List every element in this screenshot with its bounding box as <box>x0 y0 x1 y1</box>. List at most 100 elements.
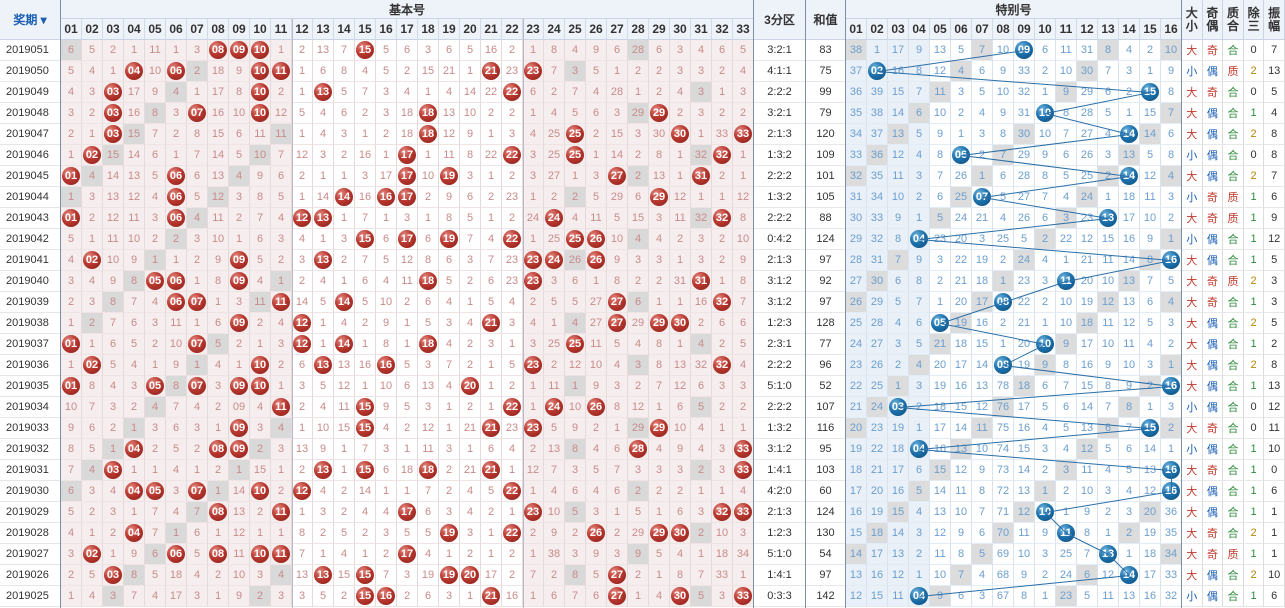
basic-miss-cell: 1 <box>481 124 502 145</box>
special-miss-cell: 5 <box>930 208 951 229</box>
special-miss-cell: 34 <box>1161 544 1182 565</box>
basic-miss-cell: 9 <box>124 250 145 271</box>
special-miss-cell: 13 <box>930 40 951 61</box>
red-ball-icon: 09 <box>230 272 248 290</box>
special-miss-cell: 9 <box>1035 523 1056 544</box>
red-ball-icon: 06 <box>167 62 185 80</box>
red-ball-icon: 18 <box>419 272 437 290</box>
special-miss-cell: 24 <box>1014 250 1035 271</box>
basic-hit-cell: 26 <box>586 523 607 544</box>
basic-miss-cell: 8 <box>607 271 628 292</box>
basic-miss-cell: 11 <box>145 40 166 61</box>
basic-miss-cell: 14 <box>292 292 313 313</box>
special-miss-cell: 10 <box>993 82 1014 103</box>
special-miss-cell: 1 <box>909 418 930 439</box>
basic-miss-cell: 6 <box>460 187 481 208</box>
red-ball-icon: 03 <box>104 461 122 479</box>
basic-miss-cell: 9 <box>145 82 166 103</box>
basic-number-header: 基本号 <box>61 0 754 19</box>
basic-miss-cell: 6 <box>271 166 292 187</box>
basic-miss-cell: 9 <box>628 544 649 565</box>
basic-miss-cell: 6 <box>607 481 628 502</box>
sum-cell: 105 <box>806 187 846 208</box>
basic-miss-cell: 7 <box>523 565 544 586</box>
odd-cell: 偶 <box>1202 61 1224 82</box>
blue-ball-icon: 06 <box>952 146 970 164</box>
size-cell: 大 <box>1182 565 1203 586</box>
basic-miss-cell: 5 <box>124 334 145 355</box>
special-col-01: 01 <box>846 19 867 40</box>
basic-miss-cell: 3 <box>418 397 439 418</box>
special-miss-cell: 5 <box>1119 460 1140 481</box>
basic-miss-cell: 1 <box>439 544 460 565</box>
basic-miss-cell: 6 <box>649 40 670 61</box>
special-miss-cell: 5 <box>1098 103 1119 124</box>
column-divider <box>753 0 754 608</box>
basic-miss-cell: 3 <box>208 376 229 397</box>
basic-miss-cell: 4 <box>586 439 607 460</box>
special-miss-cell: 13 <box>1014 481 1035 502</box>
special-miss-cell: 12 <box>1098 292 1119 313</box>
basic-miss-cell: 29 <box>607 187 628 208</box>
special-miss-cell: 5 <box>1098 439 1119 460</box>
special-miss-cell: 9 <box>1140 229 1161 250</box>
basic-miss-cell: 4 <box>649 439 670 460</box>
special-miss-cell: 5 <box>1014 229 1035 250</box>
special-miss-cell: 15 <box>846 523 867 544</box>
red-ball-icon: 29 <box>650 104 668 122</box>
basic-miss-cell: 1 <box>376 481 397 502</box>
special-miss-cell: 18 <box>1077 313 1098 334</box>
basic-miss-cell: 7 <box>544 61 565 82</box>
basic-miss-cell: 2 <box>82 208 103 229</box>
basic-miss-cell: 3 <box>607 103 628 124</box>
basic-miss-cell: 2 <box>733 103 754 124</box>
basic-miss-cell: 4 <box>124 355 145 376</box>
size-cell: 小 <box>1182 586 1203 607</box>
special-miss-cell: 16 <box>951 376 972 397</box>
sum-cell: 97 <box>806 292 846 313</box>
basic-miss-cell: 1 <box>481 523 502 544</box>
basic-miss-cell: 3 <box>712 376 733 397</box>
odd-cell: 偶 <box>1202 355 1224 376</box>
odd-cell: 奇 <box>1202 544 1224 565</box>
special-miss-cell: 15 <box>1140 103 1161 124</box>
period-header[interactable]: 奖期 ▾ <box>0 0 61 40</box>
basic-miss-cell: 2 <box>523 439 544 460</box>
basic-miss-cell: 21 <box>439 61 460 82</box>
basic-hit-cell: 31 <box>691 271 712 292</box>
red-ball-icon: 26 <box>587 398 605 416</box>
period-sort-label[interactable]: 奖期 ▾ <box>13 13 47 27</box>
basic-miss-cell: 13 <box>313 40 334 61</box>
special-miss-cell: 4 <box>1119 40 1140 61</box>
basic-miss-cell: 1 <box>565 376 586 397</box>
basic-miss-cell: 1 <box>670 334 691 355</box>
basic-hit-cell: 21 <box>481 418 502 439</box>
special-miss-cell: 11 <box>930 544 951 565</box>
basic-miss-cell: 10 <box>607 229 628 250</box>
special-miss-cell: 6 <box>972 523 993 544</box>
special-miss-cell: 6 <box>1077 565 1098 586</box>
red-ball-icon: 11 <box>272 503 290 521</box>
special-miss-cell: 27 <box>846 271 867 292</box>
basic-miss-cell: 8 <box>649 145 670 166</box>
special-miss-cell: 9 <box>972 460 993 481</box>
basic-hit-cell: 05 <box>145 481 166 502</box>
special-miss-cell: 2 <box>951 103 972 124</box>
basic-miss-cell: 2 <box>460 334 481 355</box>
basic-hit-cell: 17 <box>397 166 418 187</box>
basic-miss-cell: 2 <box>271 481 292 502</box>
basic-miss-cell: 1 <box>502 334 523 355</box>
red-ball-icon: 33 <box>734 440 752 458</box>
basic-miss-cell: 15 <box>607 124 628 145</box>
basic-miss-cell: 7 <box>355 439 376 460</box>
special-miss-cell: 7 <box>1056 376 1077 397</box>
sum-cell: 124 <box>806 229 846 250</box>
basic-miss-cell: 2 <box>544 82 565 103</box>
basic-miss-cell: 3 <box>523 145 544 166</box>
special-miss-cell: 26 <box>1077 145 1098 166</box>
basic-hit-cell: 26 <box>586 397 607 418</box>
basic-miss-cell: 1 <box>124 460 145 481</box>
special-miss-cell: 12 <box>951 460 972 481</box>
special-miss-cell: 33 <box>846 145 867 166</box>
basic-miss-cell: 6 <box>418 292 439 313</box>
